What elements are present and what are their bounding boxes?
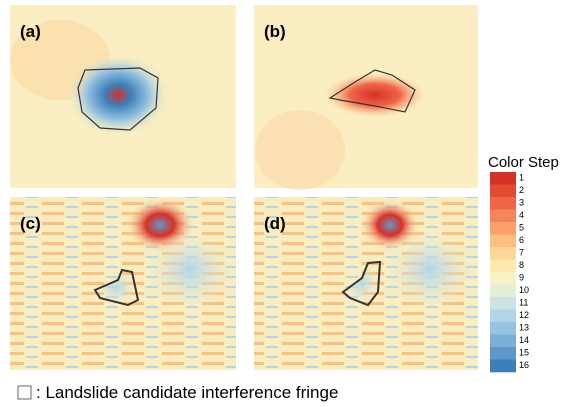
legend-swatch [490,322,516,335]
legend-label: 11 [519,298,528,308]
legend-label: 14 [519,335,529,345]
legend-label: 5 [519,223,524,233]
panel-d [254,197,478,370]
legend-swatch [490,247,516,260]
legend-swatch [490,285,516,298]
legend-label: 13 [519,323,529,333]
legend-label: 16 [519,360,529,370]
panel-a [10,5,236,188]
caption: : Landslide candidate interference fring… [36,383,338,402]
legend-label: 2 [519,185,524,195]
panel-b [254,5,478,190]
panel-label: (c) [20,214,41,233]
legend-swatch [490,272,516,285]
panel-label: (d) [264,214,286,233]
panel-label: (b) [264,22,286,41]
caption-swatch [18,386,31,399]
legend-swatch [490,210,516,223]
legend-swatch [490,310,516,323]
legend-title: Color Step [488,154,559,171]
legend-label: 7 [519,248,524,258]
legend-swatch [490,185,516,198]
legend-label: 8 [519,260,524,270]
legend-swatch [490,335,516,348]
legend-label: 10 [519,285,529,295]
legend-swatch [490,222,516,235]
legend-swatch [490,297,516,310]
legend-label: 3 [519,198,524,208]
legend-label: 6 [519,235,524,245]
legend-label: 1 [519,173,524,183]
legend-label: 12 [519,310,529,320]
legend-swatch [490,347,516,360]
legend-swatch [490,360,516,373]
panel-c [10,197,236,370]
panel-label: (a) [20,22,41,41]
legend-swatch [490,235,516,248]
legend-label: 9 [519,273,524,283]
legend-label: 15 [519,348,529,358]
legend-swatch [490,172,516,185]
legend-swatch [490,197,516,210]
figure: (a) (b) (c) (d) Color Step 1234567891011… [0,0,587,407]
legend-label: 4 [519,210,524,220]
legend-swatch [490,260,516,273]
